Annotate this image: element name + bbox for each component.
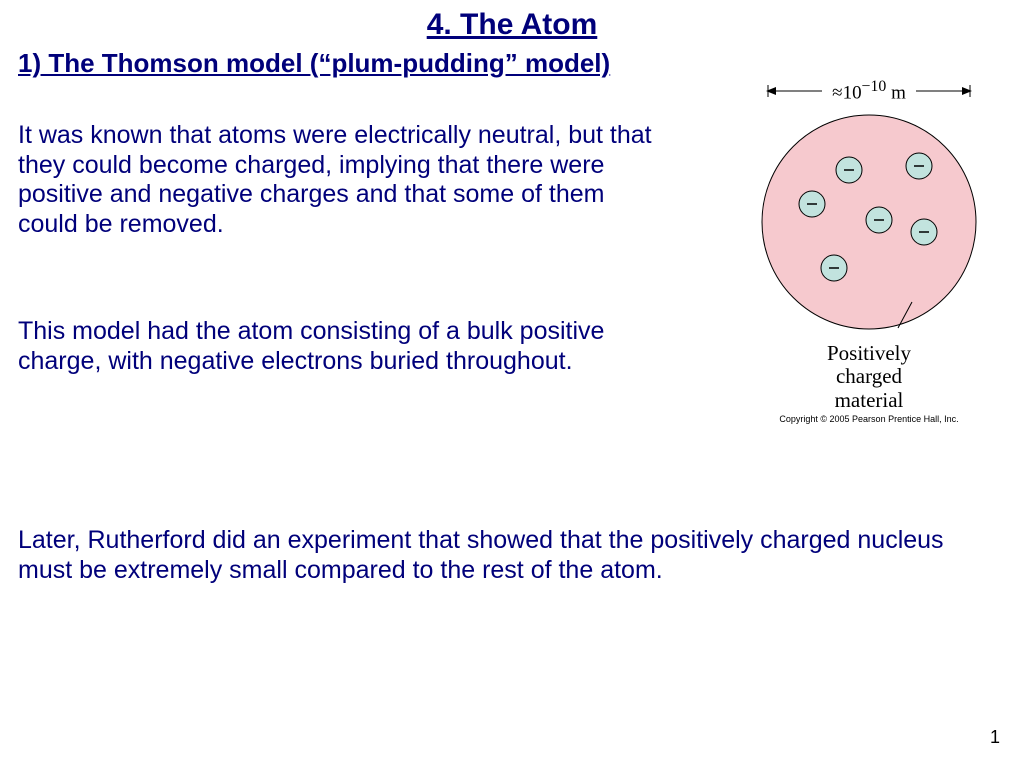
atom-figure: ≈10−10 m Positively charged material Cop… (742, 78, 996, 424)
scale-bar-right (914, 83, 972, 99)
section-subtitle: 1) The Thomson model (“plum-pudding” mod… (0, 42, 1024, 79)
scale-base: 10 (843, 82, 862, 103)
scale-label: ≈10−10 m (832, 78, 906, 104)
figure-copyright: Copyright © 2005 Pearson Prentice Hall, … (742, 414, 996, 424)
scale-unit: m (886, 82, 906, 103)
caption-line-2: charged (742, 365, 996, 388)
caption-line-3: material (742, 389, 996, 412)
scale-bar-row: ≈10−10 m (742, 78, 996, 104)
scale-bar-left (766, 83, 824, 99)
page-title: 4. The Atom (0, 0, 1024, 42)
figure-caption: Positively charged material (742, 342, 996, 411)
scale-exp: −10 (862, 78, 887, 95)
paragraph-3: Later, Rutherford did an experiment that… (18, 526, 978, 585)
atom-diagram (754, 110, 984, 340)
paragraph-1: It was known that atoms were electricall… (18, 121, 658, 239)
scale-approx: ≈ (832, 82, 842, 103)
page-number: 1 (990, 727, 1000, 748)
paragraph-2: This model had the atom consisting of a … (18, 317, 658, 376)
atom-diagram-wrap (742, 110, 996, 340)
caption-line-1: Positively (742, 342, 996, 365)
